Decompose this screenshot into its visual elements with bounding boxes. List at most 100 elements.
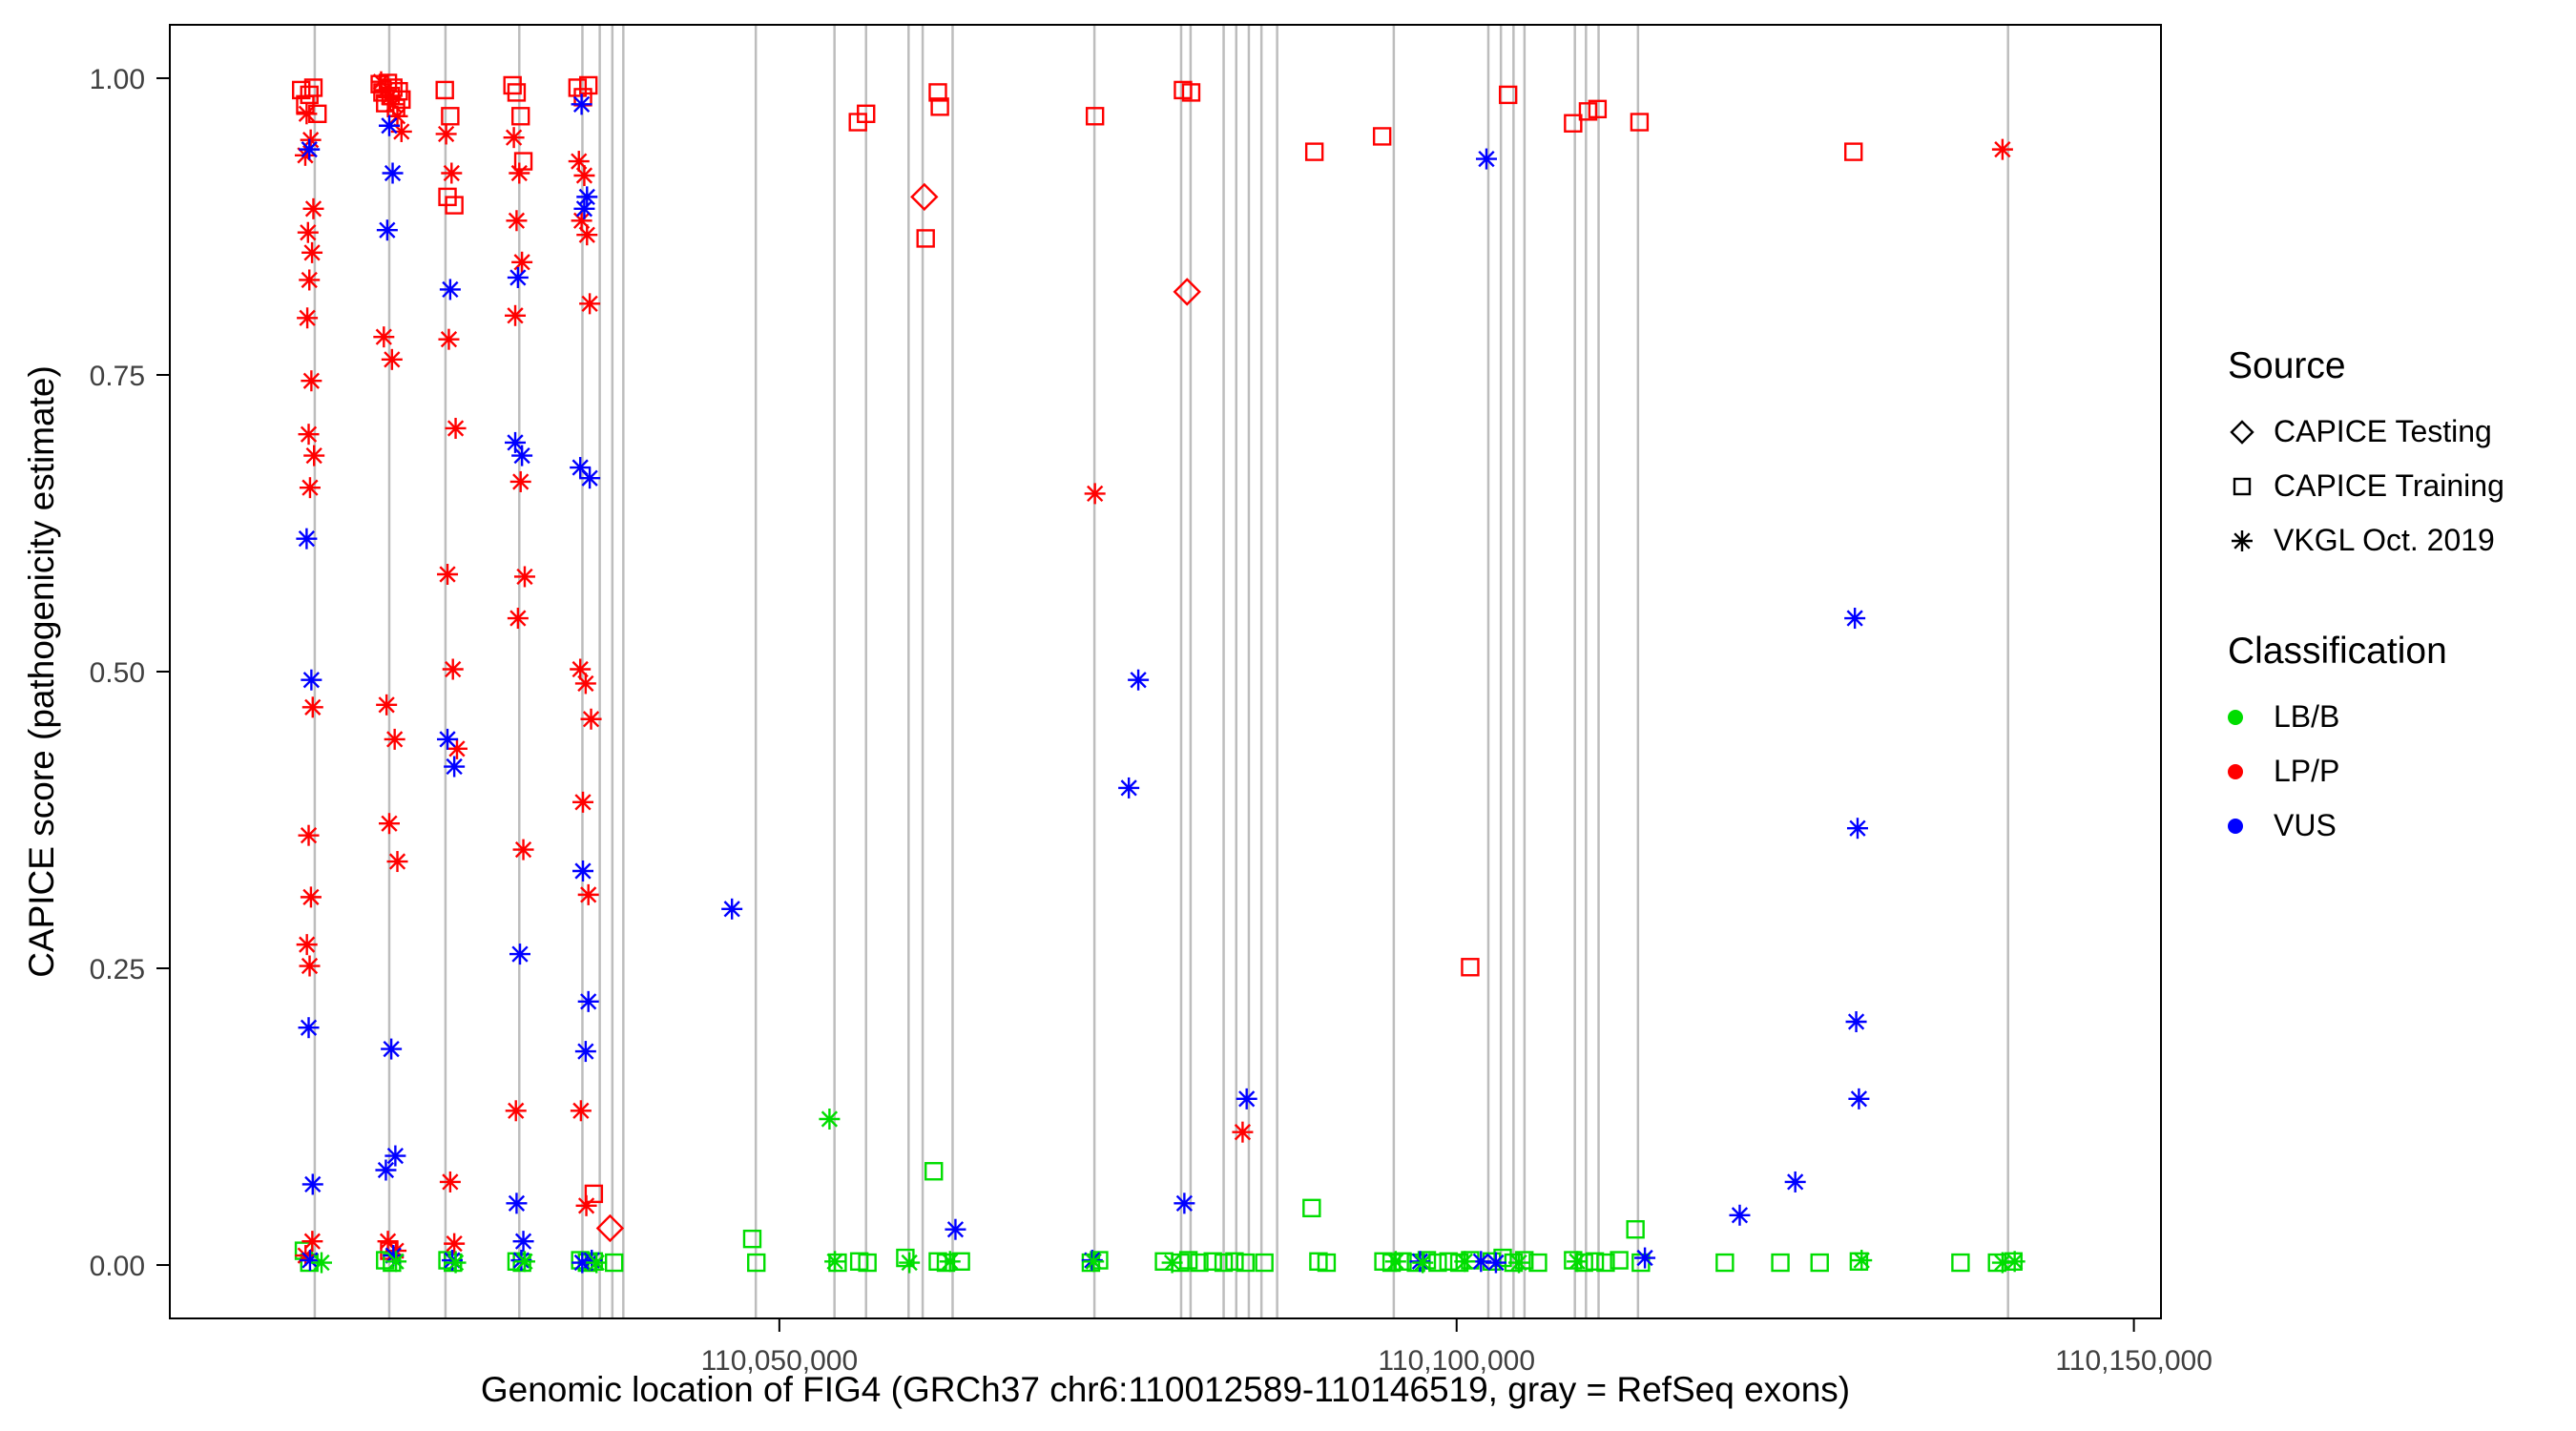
data-point	[723, 901, 740, 918]
data-point	[580, 993, 597, 1010]
data-point	[1844, 142, 1863, 161]
green-dot-icon	[2228, 709, 2274, 725]
data-point	[304, 200, 322, 218]
data-point	[372, 73, 390, 91]
legend-label: LP/P	[2274, 754, 2340, 788]
y-axis-title: CAPICE score (pathogenicity estimate)	[22, 365, 61, 978]
data-point	[577, 1043, 594, 1060]
data-point	[574, 794, 592, 811]
data-point	[1528, 1253, 1548, 1273]
data-point	[1478, 150, 1495, 168]
data-point	[1578, 102, 1598, 121]
data-point	[386, 731, 404, 748]
data-point	[514, 1233, 532, 1250]
data-point	[300, 425, 318, 443]
data-point	[910, 182, 939, 212]
data-point	[1372, 127, 1392, 146]
data-point	[742, 1229, 762, 1249]
data-point	[446, 1234, 463, 1253]
data-point	[901, 1254, 918, 1272]
data-point	[378, 696, 395, 714]
data-point	[1225, 1252, 1244, 1271]
data-point	[1568, 1253, 1586, 1270]
data-point	[930, 97, 949, 116]
data-point	[584, 1184, 604, 1204]
legend-item-capice-testing: CAPICE Testing	[2228, 404, 2504, 459]
legend-item-vkgl: VKGL Oct. 2019	[2228, 513, 2504, 568]
data-point	[1493, 1248, 1512, 1268]
data-point	[1596, 1253, 1615, 1273]
legend: Source CAPICE Testing CAPICE Training	[2228, 345, 2504, 853]
data-point	[507, 83, 527, 102]
data-point	[1439, 1252, 1458, 1271]
data-point	[513, 446, 530, 465]
data-point	[301, 140, 318, 158]
data-point	[826, 1253, 843, 1270]
data-point	[1414, 1254, 1431, 1272]
data-point	[300, 1019, 318, 1036]
data-point	[1317, 1253, 1337, 1273]
data-point	[442, 280, 459, 299]
data-point	[1087, 485, 1104, 503]
data-point	[507, 307, 524, 324]
data-point	[1203, 1252, 1222, 1271]
data-point	[1255, 1253, 1274, 1273]
data-point	[1472, 1253, 1489, 1270]
data-point	[1564, 1251, 1583, 1270]
data-point	[1085, 107, 1105, 126]
data-point	[511, 945, 529, 963]
legend-label: VKGL Oct. 2019	[2274, 523, 2495, 557]
data-point	[1236, 1253, 1255, 1273]
data-point	[303, 244, 321, 261]
data-point	[510, 164, 528, 182]
data-point	[1853, 1252, 1870, 1269]
data-point	[445, 196, 464, 215]
data-point	[448, 740, 466, 757]
x-axis-tick-label: 110,150,000	[2055, 1345, 2212, 1377]
data-point	[1173, 278, 1201, 306]
data-point	[298, 530, 316, 548]
data-point	[1510, 1254, 1527, 1272]
data-point	[946, 1221, 965, 1238]
data-point	[383, 1040, 400, 1058]
asterisk-icon	[2228, 527, 2274, 555]
data-point	[508, 1102, 525, 1119]
data-point	[573, 1254, 591, 1272]
legend-classification-section: Classification LB/B LP/P VUS	[2228, 631, 2504, 853]
data-point	[1085, 1253, 1102, 1270]
data-point	[580, 886, 597, 903]
data-point	[1381, 1253, 1402, 1273]
data-point	[447, 420, 465, 437]
data-point	[509, 269, 527, 286]
data-point	[1564, 114, 1583, 133]
data-point	[575, 167, 593, 184]
y-axis-tick-label: 0.25	[90, 954, 145, 985]
y-axis-tick-label: 1.00	[90, 64, 145, 95]
data-point	[1585, 1252, 1605, 1271]
data-point	[301, 479, 319, 496]
data-point	[595, 1213, 625, 1243]
data-point	[572, 212, 591, 229]
y-axis-tick-label: 0.00	[90, 1251, 145, 1282]
data-point	[1163, 1254, 1181, 1272]
data-point	[512, 473, 530, 490]
data-point	[581, 295, 598, 312]
data-point	[578, 188, 595, 206]
legend-classification-title: Classification	[2228, 631, 2447, 672]
data-point	[1994, 1254, 2011, 1272]
data-point	[747, 1253, 766, 1273]
data-point	[581, 469, 598, 487]
legend-label: VUS	[2274, 808, 2337, 842]
data-point	[574, 862, 592, 880]
data-point	[1175, 1194, 1194, 1212]
data-point	[578, 226, 595, 243]
data-point	[443, 164, 460, 182]
data-point	[571, 660, 589, 678]
data-point	[1850, 1090, 1868, 1108]
data-point	[575, 200, 593, 218]
data-point	[1849, 1252, 1869, 1271]
data-point	[509, 610, 527, 627]
data-point	[439, 566, 456, 583]
data-point	[388, 853, 406, 870]
